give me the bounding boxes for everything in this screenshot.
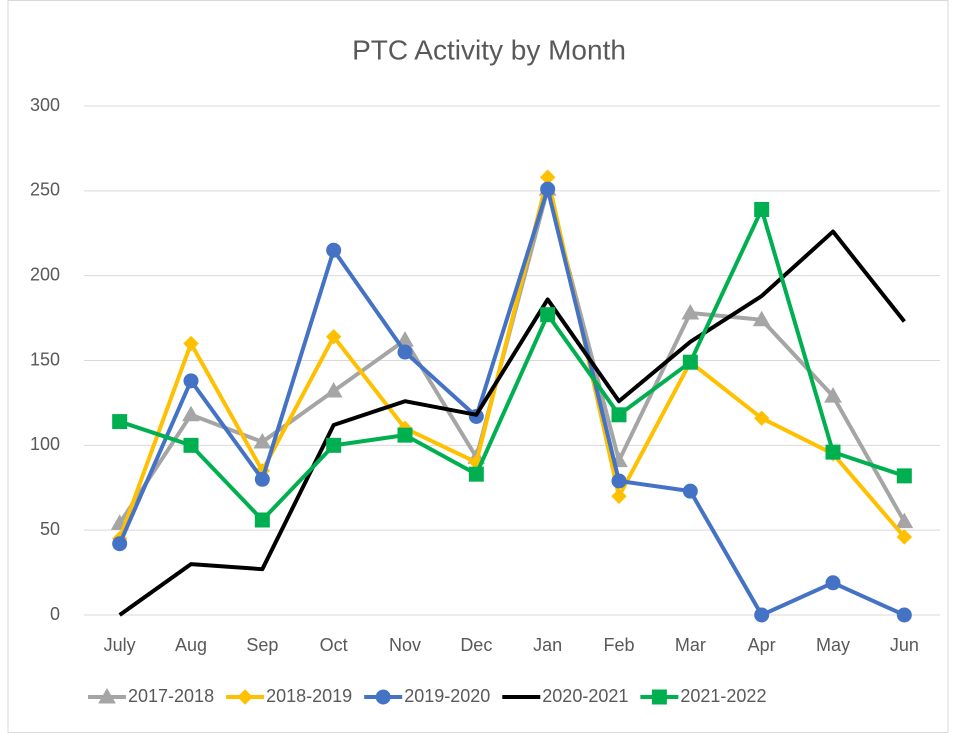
marker — [896, 607, 912, 623]
legend-label: 2017-2018 — [128, 686, 214, 706]
marker — [324, 382, 343, 398]
marker — [754, 201, 770, 217]
x-tick-label: July — [104, 635, 136, 655]
marker — [825, 575, 841, 591]
marker — [325, 329, 342, 345]
x-tick-label: Oct — [320, 635, 348, 655]
marker — [824, 387, 842, 403]
marker — [681, 303, 700, 320]
series-line — [117, 187, 906, 617]
x-tick-label: Nov — [389, 635, 421, 655]
marker — [895, 512, 914, 529]
x-tick-label: Apr — [748, 635, 776, 655]
marker — [896, 468, 912, 484]
series-line — [118, 229, 906, 617]
marker — [183, 373, 199, 389]
marker — [112, 414, 128, 430]
marker — [682, 354, 698, 370]
marker — [540, 307, 556, 323]
marker — [397, 344, 413, 360]
series-line — [117, 175, 906, 540]
marker — [752, 310, 771, 327]
marker — [254, 471, 270, 487]
x-tick-label: Aug — [175, 635, 207, 655]
marker — [753, 410, 770, 426]
legend-label: 2020-2021 — [542, 686, 628, 706]
x-tick-label: Jun — [890, 635, 919, 655]
marker — [182, 405, 200, 422]
marker — [397, 427, 413, 443]
x-tick-label: Sep — [246, 635, 278, 655]
y-tick-label: 150 — [30, 349, 60, 369]
chart-border — [7, 0, 949, 733]
marker — [183, 335, 199, 352]
legend-marker — [651, 689, 667, 705]
marker — [254, 512, 270, 528]
legend-marker — [98, 687, 116, 704]
marker — [112, 536, 128, 552]
marker — [326, 437, 342, 453]
y-tick-label: 100 — [30, 434, 60, 454]
legend-label: 2018-2019 — [266, 686, 352, 706]
y-tick-label: 200 — [30, 264, 60, 284]
marker — [611, 473, 627, 489]
x-tick-label: Feb — [603, 635, 634, 655]
marker — [611, 488, 627, 504]
legend-label: 2021-2022 — [680, 686, 766, 706]
marker — [540, 181, 556, 197]
y-tick-label: 50 — [40, 519, 60, 539]
marker — [611, 407, 627, 423]
y-tick-label: 300 — [30, 95, 60, 115]
x-tick-label: Dec — [460, 635, 492, 655]
y-tick-label: 0 — [50, 604, 60, 624]
series-line — [119, 207, 905, 522]
marker — [253, 432, 272, 449]
chart-title: PTC Activity by Month — [352, 34, 626, 65]
marker — [825, 444, 841, 460]
marker — [754, 607, 770, 623]
legend-label: 2019-2020 — [404, 686, 490, 706]
marker — [682, 483, 698, 499]
marker — [326, 242, 342, 258]
marker — [468, 466, 484, 482]
y-tick-label: 250 — [30, 180, 60, 200]
legend-marker — [375, 689, 391, 705]
x-tick-label: Jan — [533, 635, 562, 655]
marker — [183, 437, 199, 453]
x-tick-label: Mar — [675, 635, 706, 655]
marker — [896, 529, 913, 545]
x-tick-label: May — [816, 635, 850, 655]
legend-marker — [237, 689, 253, 705]
